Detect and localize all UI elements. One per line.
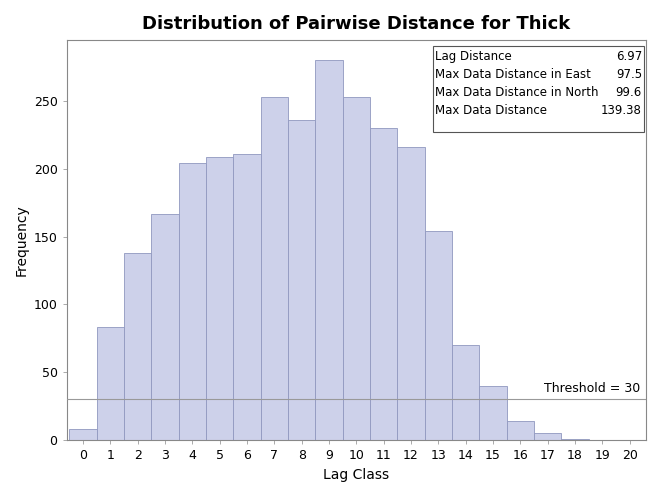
Bar	[124, 253, 151, 440]
Bar	[534, 433, 561, 440]
Bar	[480, 386, 507, 440]
Bar	[561, 438, 589, 440]
Text: Lag Distance
Max Data Distance in East
Max Data Distance in North
Max Data Dista: Lag Distance Max Data Distance in East M…	[435, 50, 599, 117]
Bar	[288, 120, 315, 440]
Bar	[151, 214, 178, 440]
Y-axis label: Frequency: Frequency	[14, 204, 28, 276]
Title: Distribution of Pairwise Distance for Thick: Distribution of Pairwise Distance for Th…	[142, 15, 571, 33]
Bar	[315, 60, 342, 440]
Bar	[398, 147, 425, 440]
Bar	[342, 97, 370, 440]
X-axis label: Lag Class: Lag Class	[323, 468, 390, 481]
Bar	[178, 164, 206, 440]
Bar	[206, 156, 233, 440]
Text: Threshold = 30: Threshold = 30	[544, 382, 641, 396]
Bar	[260, 97, 288, 440]
Bar	[69, 429, 97, 440]
FancyBboxPatch shape	[433, 46, 644, 132]
Bar	[370, 128, 398, 440]
Bar	[425, 231, 452, 440]
Text: 6.97
97.5
99.6
139.38: 6.97 97.5 99.6 139.38	[601, 50, 642, 117]
Bar	[507, 421, 534, 440]
Bar	[233, 154, 260, 440]
Bar	[97, 328, 124, 440]
Bar	[452, 345, 480, 440]
